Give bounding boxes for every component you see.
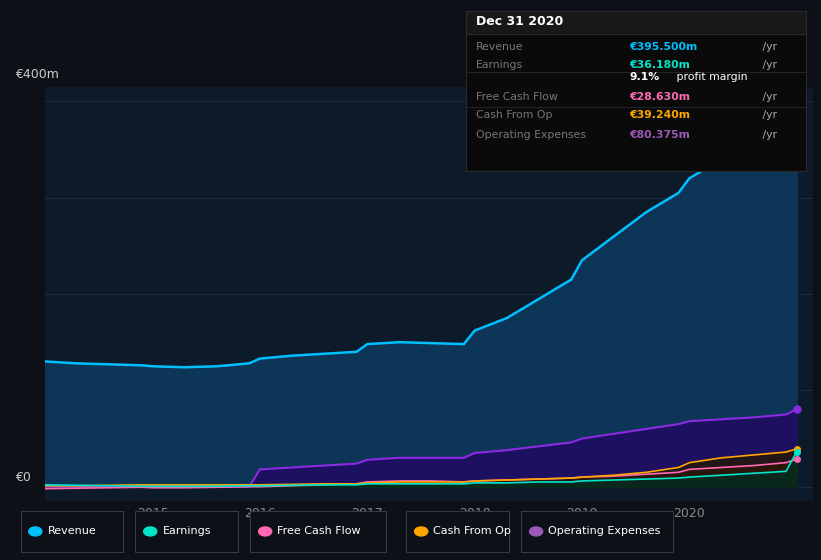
Text: €0: €0 — [15, 472, 30, 484]
Text: Earnings: Earnings — [475, 60, 523, 69]
Text: €36.180m: €36.180m — [629, 60, 690, 69]
Text: Free Cash Flow: Free Cash Flow — [475, 92, 557, 101]
Text: /yr: /yr — [759, 110, 777, 120]
Text: Earnings: Earnings — [163, 526, 211, 536]
Text: Cash From Op: Cash From Op — [475, 110, 553, 120]
Text: profit margin: profit margin — [673, 72, 748, 82]
Text: Cash From Op: Cash From Op — [433, 526, 511, 536]
Text: /yr: /yr — [759, 130, 777, 140]
Text: €400m: €400m — [15, 68, 58, 81]
Text: Operating Expenses: Operating Expenses — [475, 130, 585, 140]
Text: Operating Expenses: Operating Expenses — [548, 526, 661, 536]
Text: €39.240m: €39.240m — [629, 110, 690, 120]
Text: Dec 31 2020: Dec 31 2020 — [475, 15, 563, 28]
Text: Revenue: Revenue — [475, 42, 523, 52]
Text: /yr: /yr — [759, 92, 777, 101]
Text: /yr: /yr — [759, 42, 777, 52]
Bar — [466, 11, 806, 34]
Text: Free Cash Flow: Free Cash Flow — [277, 526, 361, 536]
Text: €80.375m: €80.375m — [629, 130, 690, 140]
Text: Revenue: Revenue — [48, 526, 96, 536]
Text: €395.500m: €395.500m — [629, 42, 697, 52]
Text: 9.1%: 9.1% — [629, 72, 659, 82]
Text: €28.630m: €28.630m — [629, 92, 690, 101]
Text: /yr: /yr — [759, 60, 777, 69]
